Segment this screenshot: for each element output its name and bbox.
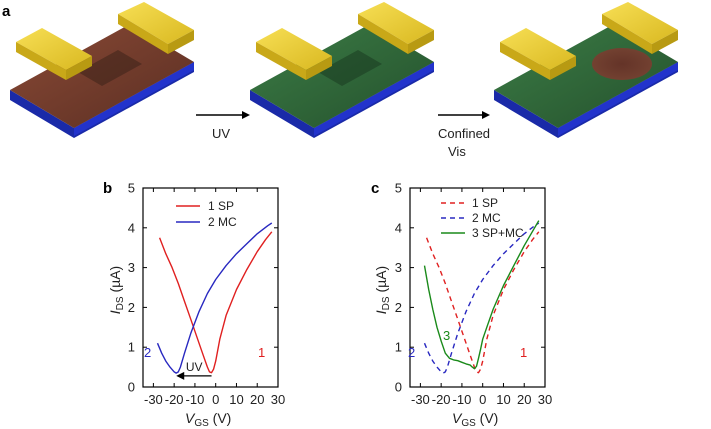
uv-arrow-label: UV <box>186 360 203 374</box>
substrate-side <box>10 62 194 138</box>
x-tick-label: 10 <box>229 392 243 407</box>
legend-b: 1 SP 2 MC <box>176 199 237 229</box>
x-tick-label: -30 <box>144 392 163 407</box>
y-tick-label: 4 <box>395 220 402 235</box>
x-axis-label: VGS (V) <box>185 410 231 429</box>
x-tick-label: 0 <box>212 392 219 407</box>
plot-frame <box>409 187 546 388</box>
channel-shadow <box>318 50 382 86</box>
substrate-side <box>250 62 434 138</box>
y-tick-label: 3 <box>395 260 402 275</box>
curve-label: 1 <box>258 345 265 360</box>
electrode-right <box>602 2 678 54</box>
y-tick-label: 2 <box>395 300 402 315</box>
legend-label-mc: 2 MC <box>472 211 501 225</box>
sp-spot <box>592 48 652 80</box>
series-line-1-sp <box>158 231 273 374</box>
series-line-2-mc <box>423 222 540 374</box>
series-line-3-sp-mc <box>423 220 540 370</box>
x-tick-label: -10 <box>186 392 205 407</box>
curve-label: 2 <box>144 345 151 360</box>
y-tick-label: 1 <box>395 340 402 355</box>
electrode-left <box>500 28 576 80</box>
arrow-uv: UV <box>196 111 250 141</box>
y-tick-label: 1 <box>128 340 135 355</box>
curve-label: 1 <box>520 345 527 360</box>
device-mc <box>250 2 434 138</box>
substrate-front <box>314 62 434 136</box>
y-tick-label: 3 <box>128 260 135 275</box>
y-axis-label: IDS (µA) <box>373 266 392 314</box>
electrode-right <box>358 2 434 54</box>
device-sp <box>10 2 194 138</box>
electrode-right <box>118 2 194 54</box>
series-line-1-sp <box>425 231 540 374</box>
panel-b-label: b <box>103 180 112 197</box>
substrate-side <box>494 62 678 138</box>
x-tick-label: -10 <box>453 392 472 407</box>
y-axis-label: IDS (µA) <box>107 266 126 314</box>
x-tick-label: 30 <box>538 392 552 407</box>
legend-c: 1 SP 2 MC 3 SP+MC <box>441 196 524 240</box>
y-tick-label: 5 <box>128 181 135 196</box>
x-tick-label: 20 <box>250 392 264 407</box>
uv-arrow-head <box>176 371 185 380</box>
legend-label-spmc: 3 SP+MC <box>472 226 524 240</box>
arrow-vis-label-1: Confined <box>438 126 490 141</box>
x-tick-label: -30 <box>411 392 430 407</box>
series-line-2-mc <box>156 222 273 374</box>
legend-label-sp: 1 SP <box>472 196 498 210</box>
x-tick-label: 0 <box>479 392 486 407</box>
arrow-vis-label-2: Vis <box>448 144 466 159</box>
chart-c: c 1 SP 2 MC 3 SP+MC -30 -20 -10 0 10 20 300123… <box>371 180 552 429</box>
y-tick-label: 4 <box>128 220 135 235</box>
x-tick-label: -20 <box>432 392 451 407</box>
panel-a-label: a <box>2 3 11 20</box>
channel-shadow <box>78 50 142 86</box>
electrode-left <box>16 28 92 80</box>
x-tick-label: 10 <box>496 392 510 407</box>
arrow-confined-vis: Confined Vis <box>438 111 490 159</box>
plot-frame <box>142 187 279 388</box>
y-tick-label: 0 <box>395 380 402 395</box>
y-tick-label: 0 <box>128 380 135 395</box>
y-tick-label: 5 <box>395 181 402 196</box>
electrode-left <box>256 28 332 80</box>
arrow-uv-label: UV <box>212 126 230 141</box>
legend-label-mc: 2 MC <box>208 215 237 229</box>
curve-label: 2 <box>408 345 415 360</box>
curve-label: 3 <box>443 328 450 343</box>
x-tick-label: -20 <box>165 392 184 407</box>
legend-label-sp: 1 SP <box>208 199 234 213</box>
substrate-front <box>558 62 678 136</box>
substrate-front <box>74 62 194 136</box>
x-axis-label: VGS (V) <box>452 410 498 429</box>
device-mc-with-sp-spot <box>494 2 678 138</box>
x-tick-label: 30 <box>271 392 285 407</box>
panel-c-label: c <box>371 180 379 197</box>
y-tick-label: 2 <box>128 300 135 315</box>
x-tick-label: 20 <box>517 392 531 407</box>
